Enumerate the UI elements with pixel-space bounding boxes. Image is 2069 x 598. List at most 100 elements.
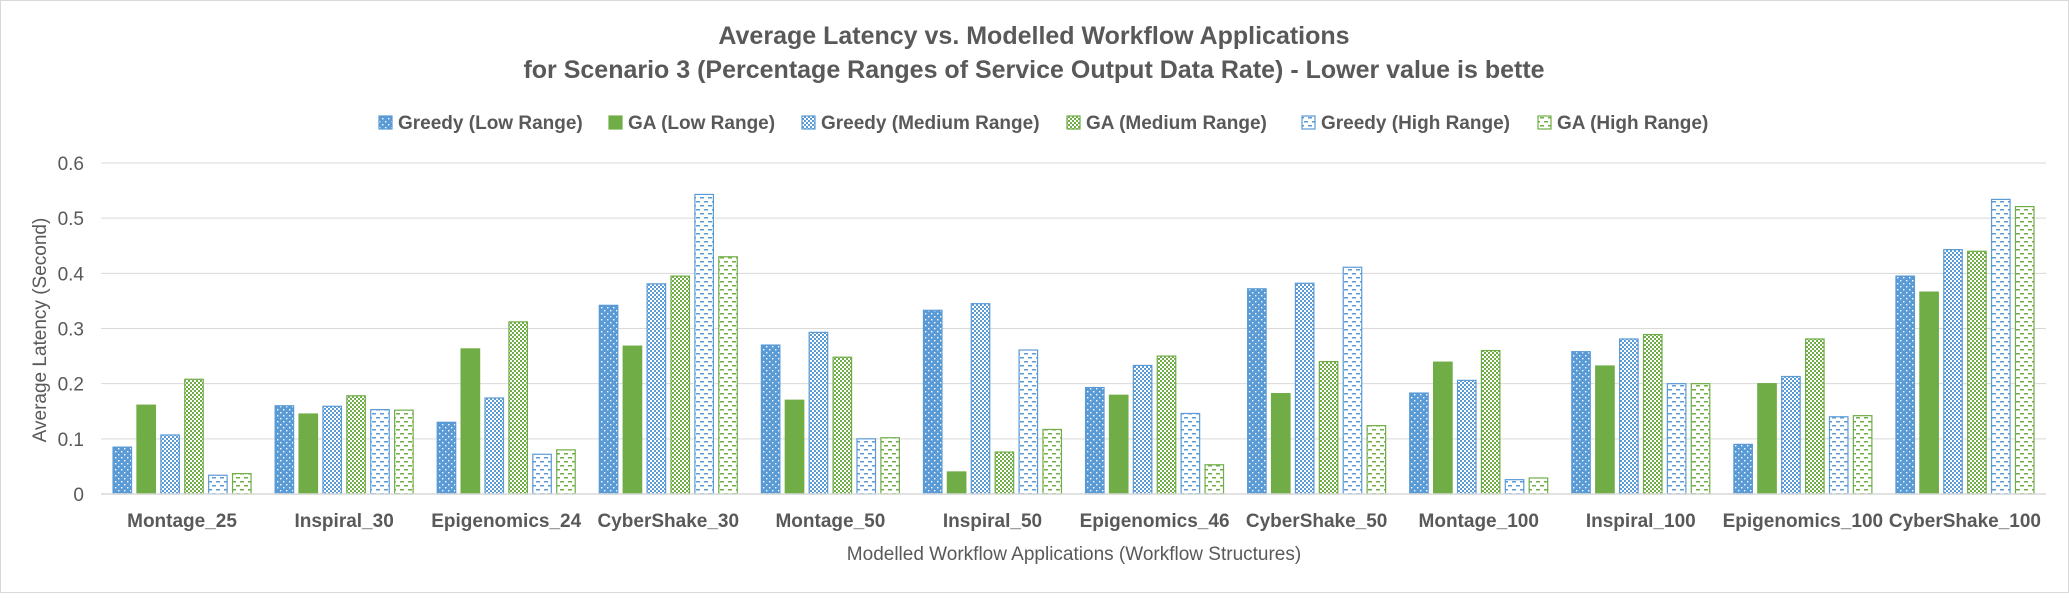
y-tick-label: 0 — [73, 485, 84, 506]
legend: Greedy (Low Range) GA (Low Range) Greedy (… — [378, 113, 1708, 134]
x-tick-label: Epigenomics_100 — [1723, 511, 1884, 532]
bar-ga-high-range-montage_50 — [880, 437, 900, 495]
bar-ga-low-range-montage_50 — [784, 399, 805, 495]
y-axis-ticks: 0 0.1 0.2 0.3 0.4 0.5 0.6 — [58, 154, 85, 506]
bar-greedy-medium-range-inspiral_50 — [970, 303, 991, 495]
bar-ga-low-range-epigenomics_100 — [1757, 383, 1777, 495]
bar-ga-high-range-cybershake_30 — [718, 256, 738, 495]
legend-swatch — [1537, 115, 1552, 130]
bar-ga-medium-range-epigenomics_100 — [1804, 338, 1825, 495]
bar-greedy-low-range-cybershake_100 — [1895, 275, 1916, 495]
bar-greedy-low-range-inspiral_50 — [922, 309, 943, 495]
bar-greedy-medium-range-epigenomics_46 — [1132, 364, 1153, 495]
legend-label: Greedy (Medium Range) — [821, 113, 1040, 134]
y-tick-label: 0.4 — [58, 264, 85, 285]
bar-ga-low-range-epigenomics_46 — [1108, 394, 1129, 495]
bar-ga-high-range-inspiral_50 — [1042, 428, 1063, 495]
gridlines — [101, 162, 2046, 440]
bar-greedy-low-range-cybershake_50 — [1247, 288, 1267, 495]
bar-greedy-high-range-cybershake_30 — [694, 193, 714, 495]
y-tick-label: 0.5 — [58, 209, 84, 230]
bar-ga-high-range-montage_25 — [231, 472, 252, 495]
bars — [112, 193, 2035, 495]
bar-greedy-low-range-epigenomics_46 — [1084, 386, 1105, 495]
legend-swatch — [378, 115, 393, 130]
bar-ga-medium-range-montage_25 — [184, 378, 204, 495]
bar-ga-low-range-inspiral_50 — [946, 471, 967, 495]
bar-greedy-high-range-epigenomics_46 — [1180, 412, 1201, 495]
bar-ga-low-range-cybershake_100 — [1919, 291, 1939, 495]
bar-ga-medium-range-cybershake_50 — [1318, 361, 1339, 495]
bar-greedy-medium-range-epigenomics_100 — [1781, 375, 1801, 495]
bar-greedy-medium-range-inspiral_100 — [1618, 338, 1639, 495]
bar-ga-medium-range-inspiral_50 — [994, 451, 1015, 495]
bar-greedy-low-range-inspiral_30 — [274, 405, 295, 495]
bar-ga-high-range-cybershake_50 — [1366, 424, 1387, 495]
x-tick-label: CyberShake_100 — [1889, 511, 2041, 532]
bar-greedy-medium-range-epigenomics_24 — [484, 397, 505, 495]
bar-greedy-low-range-epigenomics_24 — [436, 421, 457, 495]
bar-ga-high-range-epigenomics_100 — [1852, 415, 1873, 495]
bar-greedy-high-range-montage_25 — [208, 474, 228, 495]
legend-swatch — [801, 115, 816, 130]
bar-ga-high-range-montage_100 — [1528, 477, 1549, 495]
bar-greedy-high-range-epigenomics_100 — [1828, 416, 1849, 495]
bar-ga-low-range-cybershake_50 — [1270, 393, 1291, 495]
bar-ga-medium-range-cybershake_100 — [1967, 250, 1987, 495]
x-tick-label: Epigenomics_24 — [431, 511, 581, 532]
bar-greedy-high-range-cybershake_50 — [1342, 266, 1363, 495]
bar-ga-medium-range-cybershake_30 — [670, 275, 691, 495]
legend-label: Greedy (High Range) — [1321, 113, 1510, 134]
bar-ga-high-range-inspiral_30 — [394, 409, 414, 495]
x-tick-label: Montage_25 — [127, 511, 237, 532]
legend-label: GA (High Range) — [1557, 113, 1708, 134]
bar-greedy-high-range-inspiral_30 — [370, 409, 390, 495]
bar-ga-medium-range-epigenomics_46 — [1156, 355, 1177, 495]
bar-greedy-high-range-inspiral_100 — [1666, 383, 1687, 495]
bar-ga-medium-range-epigenomics_24 — [508, 321, 529, 495]
y-tick-label: 0.6 — [58, 154, 84, 175]
x-tick-label: Montage_100 — [1419, 511, 1539, 532]
bar-ga-medium-range-inspiral_100 — [1642, 333, 1663, 495]
legend-swatch — [1066, 115, 1081, 130]
bar-ga-medium-range-montage_50 — [832, 356, 853, 495]
bar-greedy-high-range-montage_100 — [1504, 479, 1525, 495]
legend-item: GA (High Range) — [1537, 113, 1708, 134]
legend-label: GA (Medium Range) — [1086, 113, 1267, 134]
bar-ga-high-range-epigenomics_24 — [556, 449, 576, 495]
x-tick-label: Inspiral_50 — [943, 511, 1042, 532]
bar-ga-low-range-epigenomics_24 — [460, 348, 481, 495]
legend-item: GA (Low Range) — [608, 113, 775, 134]
bar-greedy-medium-range-cybershake_30 — [646, 283, 667, 495]
legend-item: Greedy (High Range) — [1301, 113, 1510, 134]
bar-ga-high-range-cybershake_100 — [2014, 205, 2035, 495]
bar-ga-low-range-inspiral_100 — [1595, 365, 1615, 495]
y-axis-title: Average Latency (Second) — [30, 218, 51, 443]
bar-ga-medium-range-montage_100 — [1480, 349, 1501, 495]
bar-greedy-low-range-epigenomics_100 — [1733, 443, 1753, 495]
bar-ga-low-range-cybershake_30 — [622, 345, 643, 495]
bar-greedy-medium-range-cybershake_100 — [1943, 249, 1963, 495]
y-tick-label: 0.3 — [58, 320, 84, 341]
bar-greedy-medium-range-montage_100 — [1456, 379, 1477, 495]
legend-item: Greedy (Low Range) — [378, 113, 583, 134]
y-tick-label: 0.2 — [58, 375, 84, 396]
bar-greedy-low-range-montage_25 — [112, 446, 133, 495]
chart-subtitle: for Scenario 3 (Percentage Ranges of Ser… — [523, 56, 1544, 84]
bar-greedy-low-range-cybershake_30 — [598, 304, 619, 495]
bar-ga-high-range-inspiral_100 — [1690, 383, 1711, 495]
bar-greedy-low-range-montage_100 — [1409, 392, 1429, 495]
bar-ga-medium-range-inspiral_30 — [346, 395, 366, 495]
legend-swatch — [1301, 115, 1316, 130]
legend-label: Greedy (Low Range) — [398, 113, 583, 134]
x-tick-label: Inspiral_30 — [294, 511, 393, 532]
bar-greedy-high-range-epigenomics_24 — [532, 453, 552, 495]
x-axis-labels: Montage_25 Inspiral_30 Epigenomics_24 Cyber… — [127, 511, 2041, 532]
chart-title: Average Latency vs. Modelled Workflow Ap… — [718, 22, 1349, 50]
x-tick-label: Inspiral_100 — [1586, 511, 1696, 532]
legend-item: Greedy (Medium Range) — [801, 113, 1040, 134]
bar-ga-low-range-montage_25 — [136, 404, 157, 495]
